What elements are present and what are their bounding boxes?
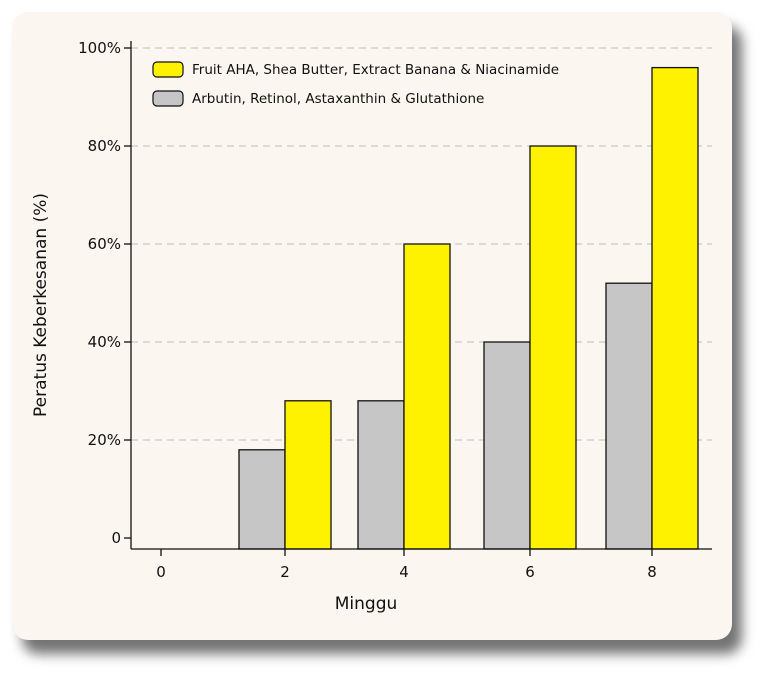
axes: 0 20% 40% 60% 80% 100% 0 2 4 6 8 — [78, 39, 712, 581]
legend-label: Fruit AHA, Shea Butter, Extract Banana &… — [192, 62, 559, 78]
bar — [529, 145, 577, 550]
y-axis-title: Peratus Keberkesanan (%) — [31, 193, 51, 417]
bar — [238, 449, 286, 550]
bar — [605, 282, 653, 550]
y-tick-label: 40% — [88, 333, 121, 351]
bar — [403, 243, 451, 550]
legend-label: Arbutin, Retinol, Astaxanthin & Glutathi… — [192, 91, 484, 107]
bar — [357, 400, 405, 550]
x-axis-title: Minggu — [335, 594, 398, 614]
bar — [483, 341, 531, 550]
x-tick-label: 4 — [399, 563, 409, 581]
x-tick-label: 6 — [525, 563, 535, 581]
bar — [651, 66, 699, 550]
y-tick-label: 0 — [111, 529, 121, 547]
legend-swatch — [152, 90, 184, 107]
y-tick-label: 100% — [78, 39, 121, 57]
x-tick-label: 8 — [647, 563, 657, 581]
bars — [238, 66, 699, 550]
x-tick-label: 0 — [156, 563, 166, 581]
x-tick-label: 2 — [280, 563, 290, 581]
bar — [284, 400, 332, 550]
y-tick-label: 20% — [88, 431, 121, 449]
y-tick-label: 80% — [88, 137, 121, 155]
legend-swatch — [152, 61, 184, 78]
y-tick-label: 60% — [88, 235, 121, 253]
legend: Fruit AHA, Shea Butter, Extract Banana &… — [152, 61, 559, 107]
